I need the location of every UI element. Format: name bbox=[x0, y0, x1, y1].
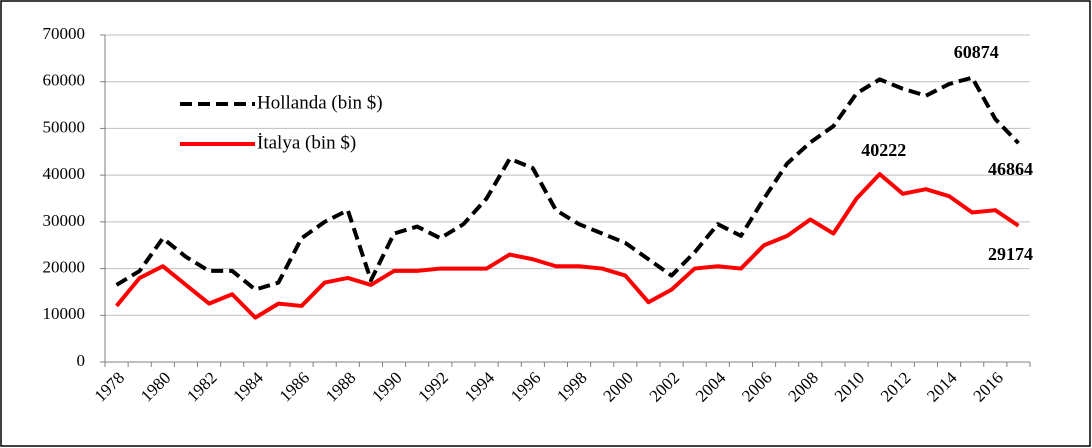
y-tick-label: 50000 bbox=[43, 117, 86, 136]
data-label: 40222 bbox=[861, 140, 906, 160]
y-tick-label: 30000 bbox=[43, 211, 86, 230]
y-tick-label: 40000 bbox=[43, 164, 86, 183]
legend-label: İtalya (bin $) bbox=[257, 132, 356, 153]
series-line bbox=[115, 75, 1020, 292]
data-label: 46864 bbox=[988, 159, 1033, 179]
y-tick-label: 0 bbox=[77, 351, 86, 370]
legend-label: Hollanda (bin $) bbox=[257, 92, 383, 113]
y-tick-label: 10000 bbox=[43, 304, 86, 323]
data-label: 29174 bbox=[988, 244, 1033, 264]
y-tick-label: 70000 bbox=[43, 24, 86, 43]
series-line bbox=[115, 172, 1020, 320]
data-label: 60874 bbox=[954, 42, 999, 62]
y-tick-label: 20000 bbox=[43, 257, 86, 276]
y-tick-label: 60000 bbox=[43, 71, 86, 90]
